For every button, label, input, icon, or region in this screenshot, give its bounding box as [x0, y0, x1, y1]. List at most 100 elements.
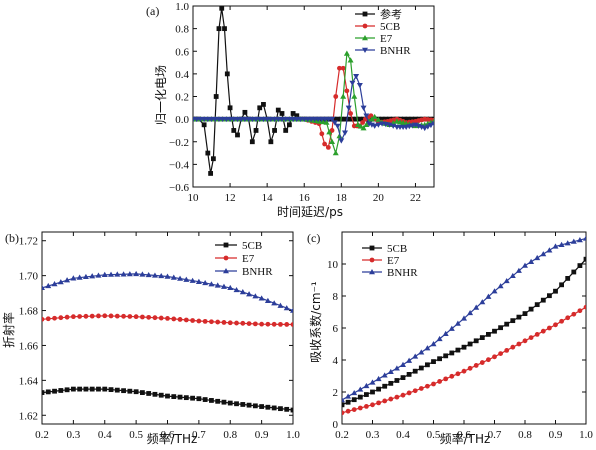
panel-c-series-line: [342, 306, 586, 414]
panel-b-data-point: [89, 386, 95, 392]
panel-c-x-tick-label: 0.7: [488, 429, 502, 441]
panel-c-data-point: [363, 382, 370, 389]
panel-c-data-point: [418, 349, 425, 355]
panel-b-data-point: [152, 315, 158, 321]
panel-c-data-point: [479, 335, 485, 340]
panel-c-data-point: [418, 386, 424, 391]
panel-c-data-point: [351, 389, 358, 396]
panel-a-data-point: [319, 131, 325, 137]
panel-b-data-point: [139, 271, 146, 277]
panel-c-data-point: [492, 354, 497, 360]
panel-a-legend-marker: [362, 11, 368, 17]
panel-b-legend-label: BNHR: [242, 266, 273, 278]
panel-b-data-point: [277, 302, 284, 308]
panel-a: (a) 时间延迟/ps 归一化电场 10 12 14 16 18 20 22 −0.6 −0.4…: [146, 1, 435, 219]
panel-c-data-point: [364, 392, 369, 397]
panel-a-data-point: [290, 111, 296, 116]
panel-c-legend-marker: [369, 269, 375, 275]
panel-c-data-point: [357, 386, 364, 392]
panel-a-data-point: [346, 116, 352, 122]
panel-b-legend-marker: [223, 255, 229, 261]
panel-c-data-point: [369, 379, 376, 385]
panel-a-data-point: [242, 109, 248, 115]
panel-a-data-point: [261, 102, 266, 107]
panel-b-legend-label: E7: [242, 253, 255, 265]
panel-a-data-point: [340, 93, 347, 99]
panel-c-data-point: [388, 396, 394, 402]
panel-b-data-point: [227, 400, 233, 406]
panel-a-legend-item: E7: [355, 33, 393, 45]
panel-c-data-point: [498, 325, 503, 331]
panel-a-data-point: [348, 111, 353, 116]
panel-a-data-point: [401, 116, 407, 122]
panel-b-data-point: [58, 388, 64, 393]
panel-c-data-point: [522, 338, 528, 344]
panel-c-data-point: [559, 282, 564, 288]
panel-a-data-point: [405, 116, 411, 122]
panel-a-data-point: [253, 128, 259, 133]
panel-b-data-point: [195, 278, 202, 284]
panel-b-legend-item: E7: [215, 253, 255, 265]
panel-c-data-point: [381, 372, 388, 378]
panel-b-data-point: [265, 321, 271, 327]
panel-c-legend-item: BNHR: [362, 267, 418, 279]
panel-c-data-point: [406, 357, 413, 363]
panel-b-data-point: [42, 390, 45, 395]
panel-c-data-point: [412, 353, 419, 359]
panel-c-data-point: [558, 241, 565, 247]
panel-b-data-point: [42, 316, 45, 322]
panel-c-data-point: [342, 397, 345, 403]
panel-c-data-point: [571, 311, 577, 317]
panel-b-data-point: [96, 313, 101, 319]
panel-b-data-point: [259, 321, 265, 327]
panel-c-data-point: [387, 368, 394, 375]
panel-a-y-tick-label: 0.0: [175, 114, 189, 126]
panel-a-data-point: [235, 132, 240, 138]
panel-b-series-2: [42, 270, 293, 313]
panel-c-x-tick-label: 0.9: [549, 429, 563, 441]
panel-c-data-point: [473, 338, 479, 344]
panel-b-y-tick-label: 1.68: [19, 306, 39, 318]
panel-a-data-point: [375, 116, 382, 122]
panel-b-data-point: [190, 318, 196, 323]
panel-c-data-point: [394, 394, 400, 400]
panel-c-data-point: [449, 373, 455, 379]
panel-b-data-point: [284, 406, 290, 412]
panel-b-data-point: [258, 295, 265, 301]
panel-a-data-point: [353, 73, 360, 80]
panel-b-data-point: [215, 319, 221, 325]
panel-b-data-point: [171, 394, 177, 399]
panel-c-data-point: [553, 322, 558, 328]
panel-c-data-point: [443, 353, 449, 359]
panel-b-data-point: [70, 386, 76, 392]
panel-c-data-point: [431, 359, 436, 364]
panel-c-data-point: [455, 347, 461, 353]
panel-a-data-point: [268, 139, 274, 145]
panel-b-data-point: [58, 315, 64, 321]
panel-a-label: (a): [146, 4, 159, 18]
panel-c-data-point: [552, 243, 559, 249]
panel-c-data-point: [559, 318, 564, 324]
panel-c-x-tick-label: 0.8: [518, 429, 532, 441]
panel-b-data-point: [278, 321, 283, 327]
panel-c-x-tick-label: 0.3: [366, 429, 380, 441]
panel-c-data-point: [509, 272, 516, 279]
panel-c-data-point: [437, 356, 442, 362]
panel-b-data-point: [108, 271, 115, 277]
panel-a-data-point: [216, 26, 222, 32]
panel-a-data-point: [222, 26, 227, 32]
panel-c-data-point: [528, 306, 534, 312]
panel-c-data-point: [388, 380, 394, 386]
panel-c-data-point: [497, 283, 504, 289]
panel-b-data-point: [189, 277, 196, 283]
panel-c-data-point: [400, 361, 406, 367]
panel-a-x-tick-label: 20: [373, 192, 385, 204]
panel-a-data-point: [208, 171, 214, 176]
panel-a-y-tick-label: −0.4: [169, 159, 189, 171]
panel-c-data-point: [351, 397, 357, 403]
panel-b-data-point: [233, 286, 240, 293]
panel-c-data-point: [400, 392, 406, 398]
panel-c-x-tick-label: 0.2: [335, 429, 349, 441]
panel-a-data-point: [257, 105, 263, 111]
panel-c-legend-marker: [369, 245, 375, 251]
